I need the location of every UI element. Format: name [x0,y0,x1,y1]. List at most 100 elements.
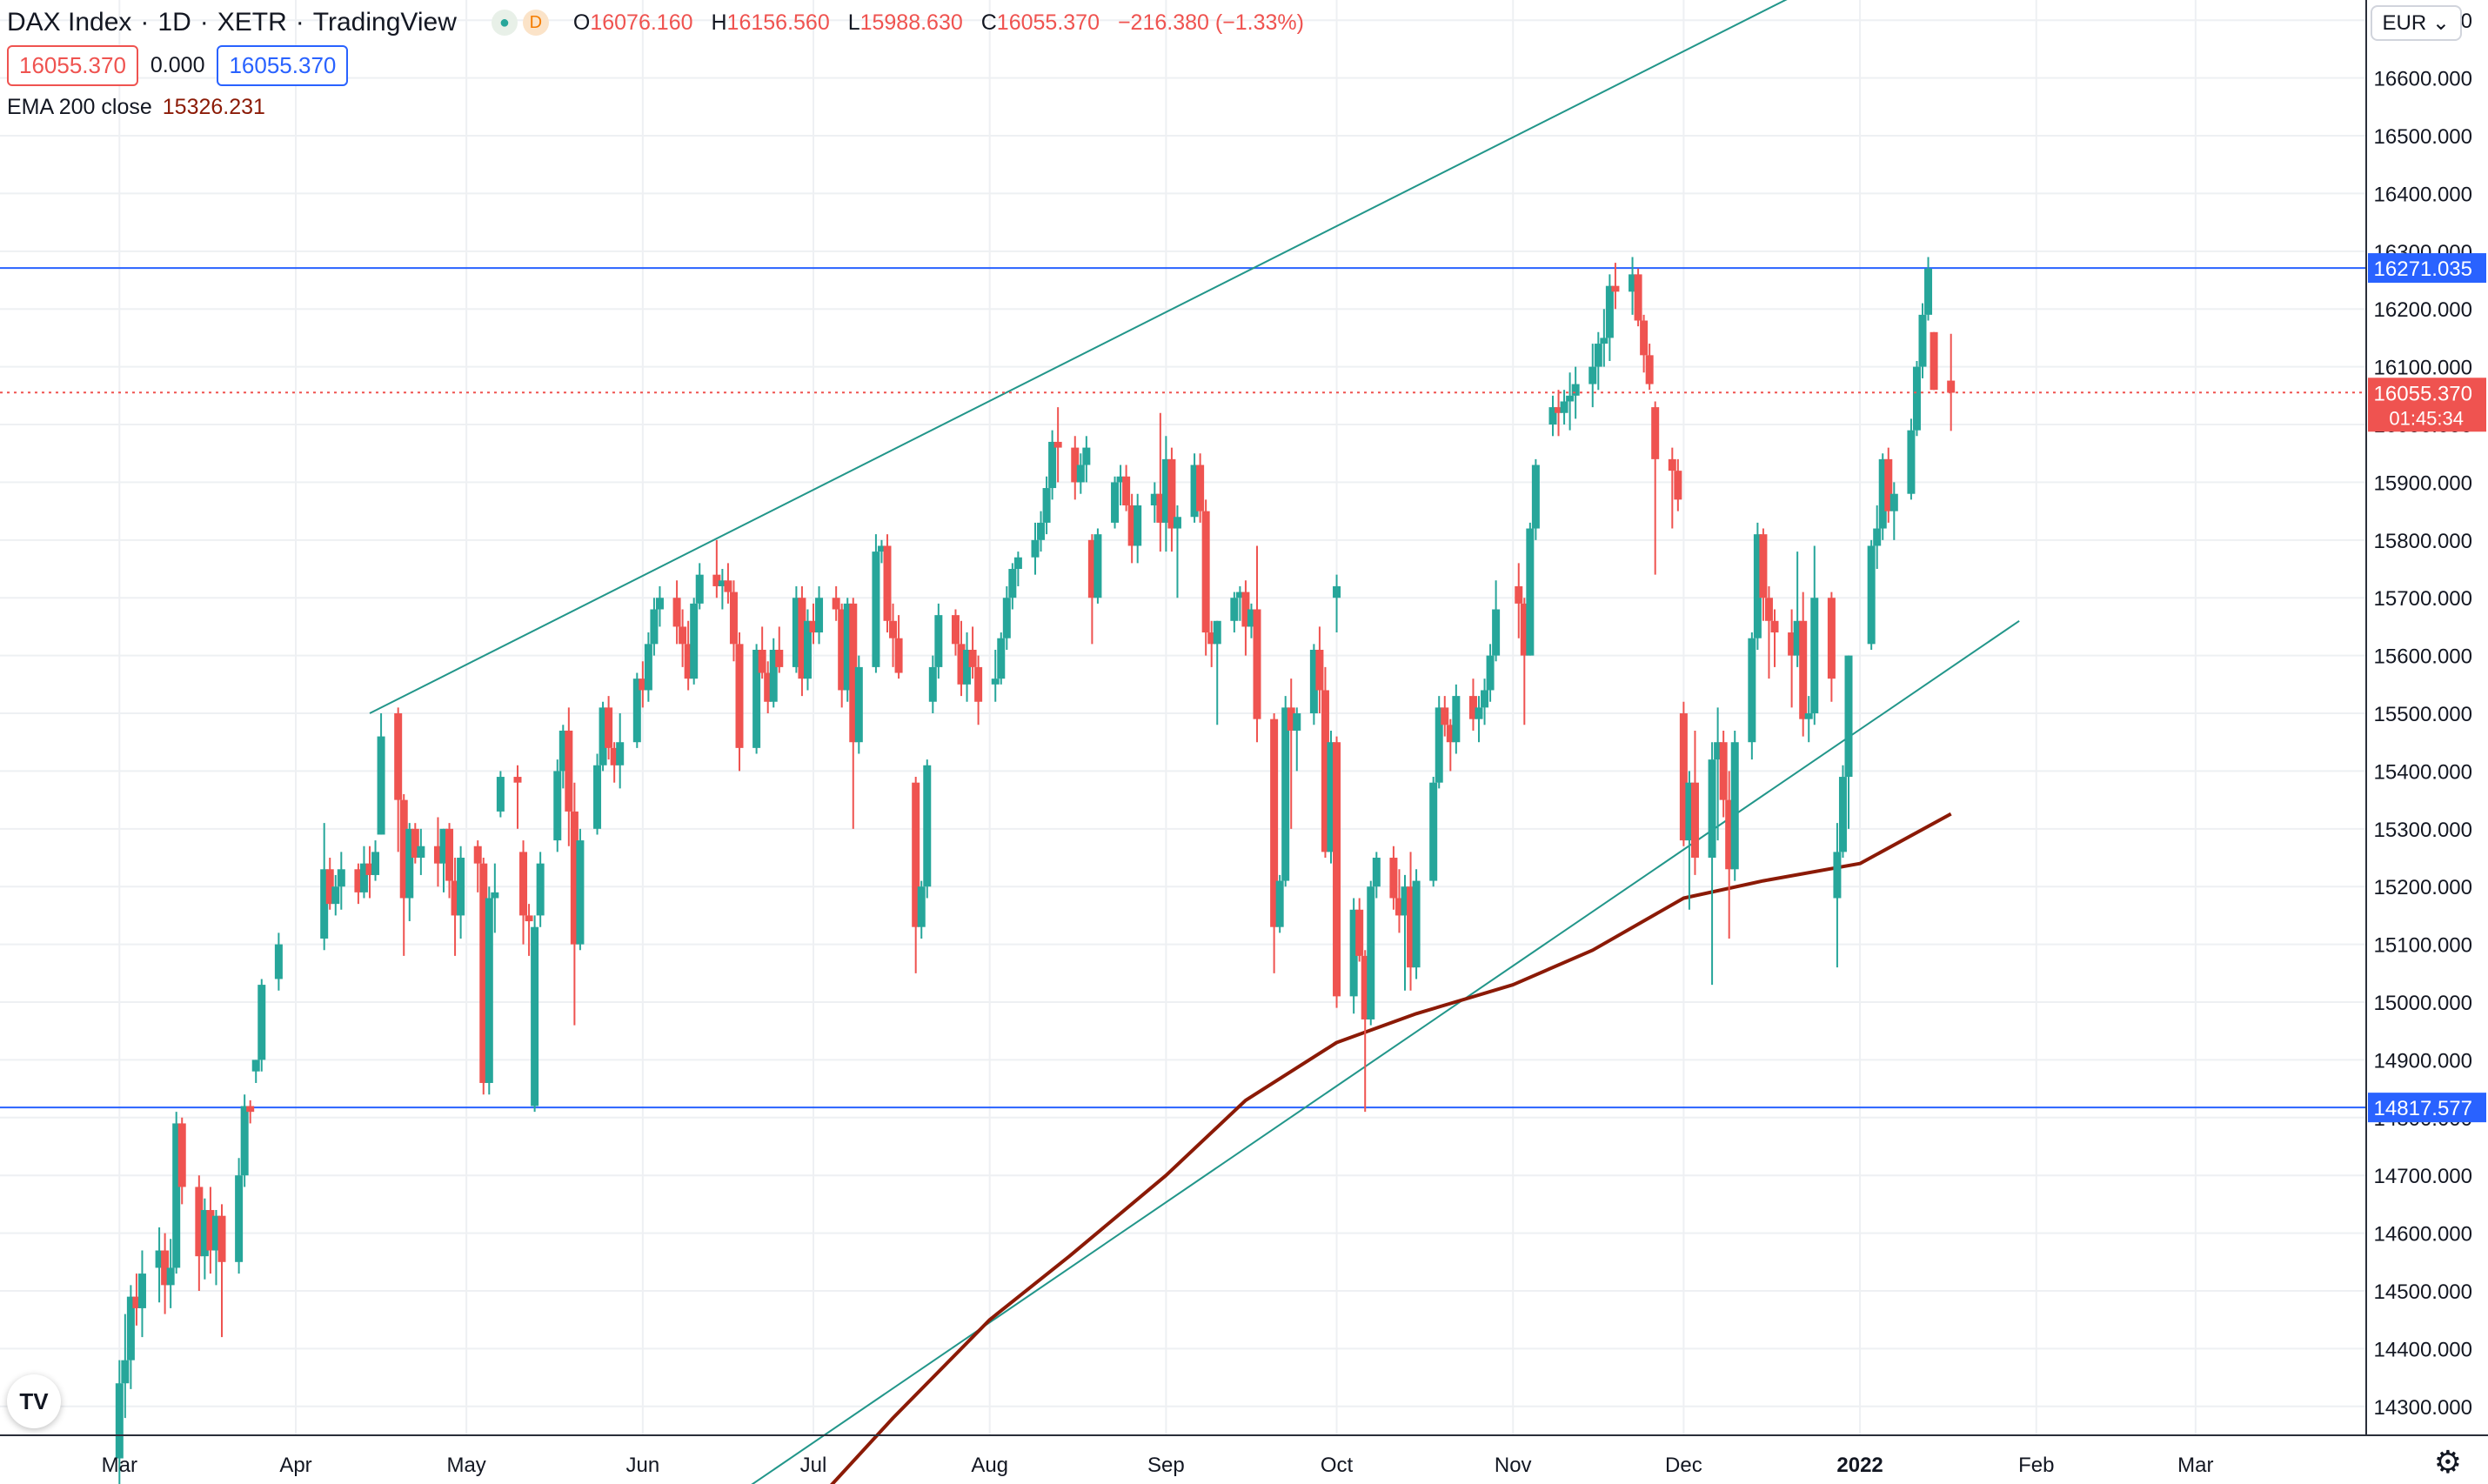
candle-body [712,574,721,586]
candle-body [1372,858,1381,887]
candle [439,828,448,892]
chart-legend: DAX Index · 1D · XETR · TradingView ● D … [7,5,1316,120]
candle [200,1198,209,1280]
candle [1327,730,1335,864]
candle [1884,447,1893,523]
candle-body [1560,401,1568,413]
candle-body [883,545,892,621]
candle [1651,401,1660,575]
candle [473,840,482,892]
candle-body [132,1296,141,1308]
visibility-pill[interactable]: ● D [491,10,549,36]
candle [137,1250,146,1338]
candle-body [1161,458,1170,523]
candle-body [1355,909,1364,956]
candle [1748,632,1756,760]
candle [1878,453,1887,540]
last-price-tag [2368,378,2486,432]
candle-body [1912,366,1921,431]
provider: TradingView [312,8,457,37]
time-axis[interactable]: Mar Apr May Jun Jul Aug Sep Oct Nov Dec 2022 Feb Mar [102,1454,2214,1477]
candle-body [1253,609,1261,719]
candle [1629,257,1637,315]
candle [934,603,943,679]
candle-body [644,644,652,691]
candle-body [650,609,659,645]
candle-body [1640,320,1649,356]
candle [359,846,368,899]
candle-body [854,666,863,743]
last-price-tag-label: 16055.370 [2374,382,2472,405]
candle [923,759,932,899]
trend-line[interactable] [369,0,1860,714]
candle-body [195,1187,204,1257]
candle [752,644,761,754]
candle [1071,436,1080,500]
sell-price-box[interactable]: 16055.370 [7,45,138,86]
candle [1759,528,1768,621]
price-tick-label: 15700.000 [2374,587,2472,611]
horizontal-lines[interactable] [0,267,2366,1109]
candle-body [1611,285,1620,292]
indicator-value: 15326.231 [162,95,265,119]
candle [599,701,607,772]
candle-body [457,858,465,916]
candle-body [877,545,886,552]
candle-body [1087,539,1096,598]
candle-body [1651,407,1660,459]
candle-body [1196,465,1205,511]
price-tick-label: 16400.000 [2374,183,2472,206]
currency-selector[interactable]: EUR ⌄ [2370,5,2462,41]
candle [1002,585,1011,650]
candle-body [1486,655,1495,691]
candle [928,655,937,714]
candle-body [1013,557,1022,570]
candle [1594,331,1602,391]
candle-body [1685,782,1694,841]
candle [536,852,545,927]
open-value: 16076.160 [590,10,693,35]
candle [758,626,766,679]
candle-body [968,649,977,667]
separator: · [295,8,304,37]
candle [764,661,772,714]
candle-body [672,598,681,627]
exchange: XETR [217,8,287,37]
candle [1531,458,1540,540]
low-label: L [847,10,860,35]
interval[interactable]: 1D [157,8,191,37]
eye-icon[interactable]: ● [491,10,518,36]
candle [274,933,283,991]
candle [832,585,840,621]
candle [1270,713,1279,973]
candle [1173,505,1181,598]
gear-icon[interactable]: ⚙ [2433,1444,2462,1480]
price-axis-background[interactable] [2366,0,2488,1435]
candle-body [1526,528,1535,656]
candle-body [1111,482,1120,523]
tradingview-logo-icon[interactable]: TV [7,1374,61,1428]
delay-badge[interactable]: D [522,10,549,36]
buy-price-box[interactable]: 16055.370 [217,45,349,86]
indicator-legend[interactable]: EMA 200 close 15326.231 [7,95,1316,120]
trend-line[interactable] [722,619,2020,1484]
candle-body [832,598,840,610]
candle-body [359,863,368,892]
candle [115,1360,124,1484]
trend-lines[interactable] [369,0,2020,1484]
candle [531,915,539,1113]
candle-body [1600,338,1609,344]
candle [172,1112,181,1274]
price-tick-label: 15200.000 [2374,876,2472,899]
time-tick-label: Jul [800,1454,827,1477]
candle [206,1187,215,1274]
candle-body [616,742,625,765]
candle [1924,257,1933,321]
price-tick-label: 15000.000 [2374,992,2472,1015]
candle-body [1690,782,1699,859]
symbol-title[interactable]: DAX Index [7,8,132,37]
candle-body [126,1296,135,1360]
candle-body [1555,407,1563,413]
candle-body [639,678,647,691]
